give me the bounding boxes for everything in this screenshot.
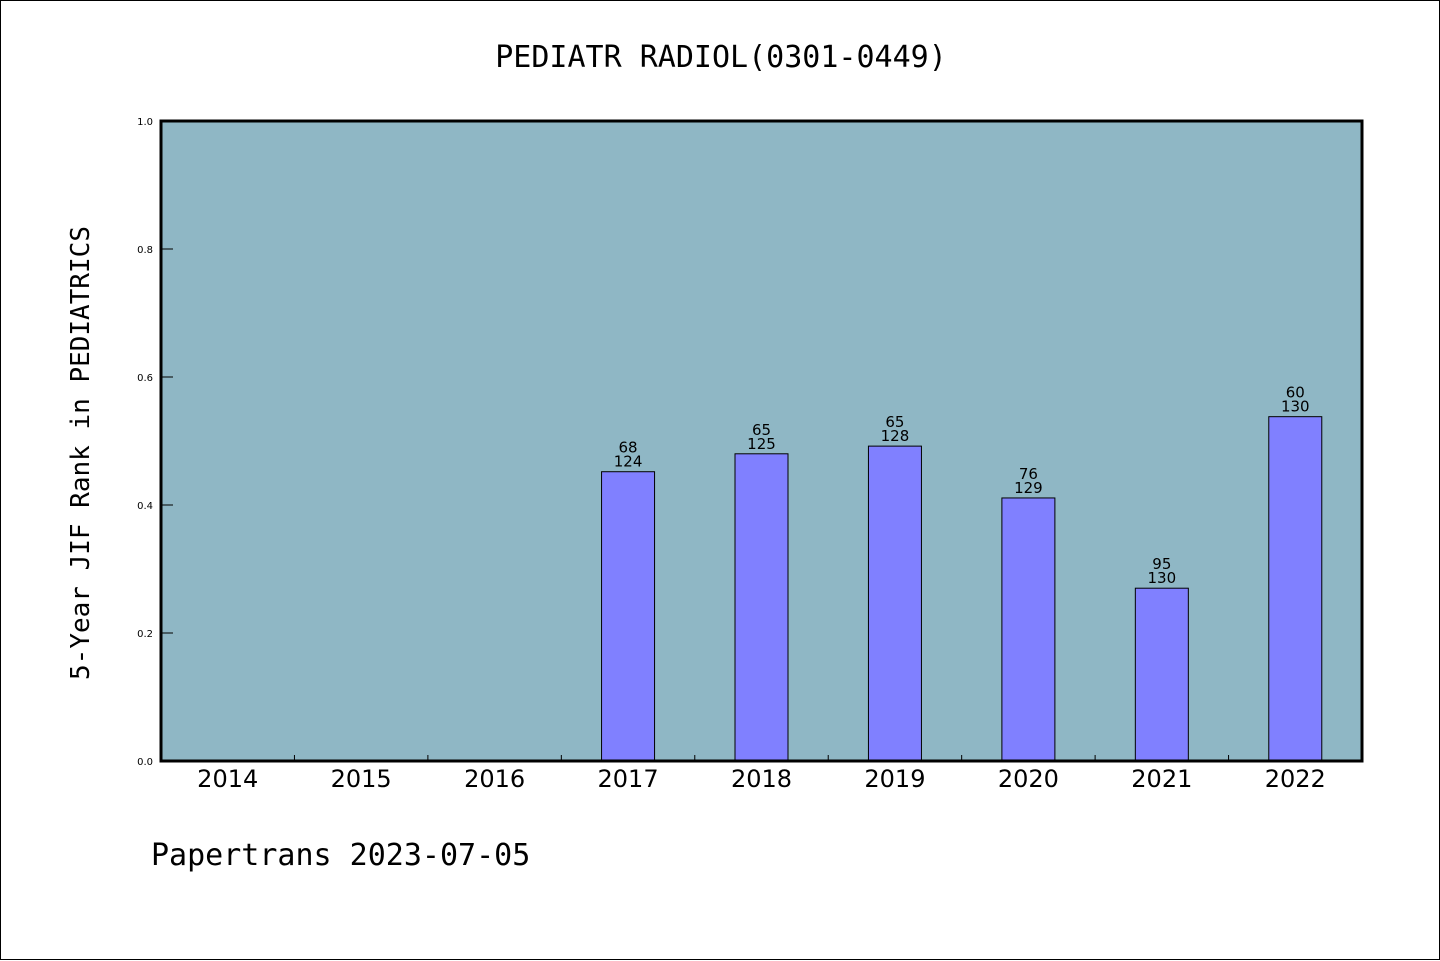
y-tick-label: 0.0 bbox=[137, 757, 153, 768]
plot-border bbox=[159, 119, 1364, 763]
x-tick-label: 2015 bbox=[331, 765, 392, 793]
footer-credit: Papertrans 2023-07-05 bbox=[151, 838, 530, 873]
bar-label-rank: 76 bbox=[1019, 465, 1038, 483]
y-axis-label: 5-Year JIF Rank in PEDIATRICS bbox=[66, 226, 96, 680]
bar-label-total: 128 bbox=[881, 427, 910, 445]
x-tick-label: 2022 bbox=[1265, 765, 1326, 793]
bar-label-rank: 68 bbox=[619, 439, 638, 457]
x-tick-label: 2021 bbox=[1131, 765, 1192, 793]
bar-label-total: 125 bbox=[747, 435, 776, 453]
x-tick-label: 2019 bbox=[864, 765, 925, 793]
bar-label-total: 124 bbox=[614, 453, 643, 471]
bar-label-rank: 60 bbox=[1286, 384, 1305, 402]
y-tick-label: 1.0 bbox=[137, 117, 153, 128]
bar bbox=[734, 453, 789, 762]
bar bbox=[1134, 587, 1189, 762]
ticks-group: 0.0 0.2 0.4 0.6 0.8 1.0 2014 2015 2016 2017 2018 20… bbox=[137, 117, 1326, 793]
y-tick-label: 0.2 bbox=[137, 629, 153, 640]
bar-label-total: 130 bbox=[1281, 398, 1310, 416]
bar-label-total: 130 bbox=[1148, 569, 1177, 587]
bar bbox=[1001, 497, 1056, 762]
bar bbox=[867, 445, 922, 762]
x-tick-label: 2016 bbox=[464, 765, 525, 793]
x-tick-label: 2014 bbox=[197, 765, 258, 793]
y-tick-label: 0.4 bbox=[137, 501, 153, 512]
x-tick-label: 2020 bbox=[998, 765, 1059, 793]
bar-label-rank: 95 bbox=[1152, 555, 1171, 573]
bar-label-rank: 65 bbox=[885, 413, 904, 431]
x-tick-label: 2018 bbox=[731, 765, 792, 793]
y-tick-label: 0.6 bbox=[137, 373, 153, 384]
bar bbox=[1268, 416, 1323, 762]
bar bbox=[601, 471, 656, 762]
chart-title: PEDIATR RADIOL(0301-0449) bbox=[495, 40, 947, 75]
bar-label-total: 129 bbox=[1014, 479, 1043, 497]
y-tick-label: 0.8 bbox=[137, 245, 153, 256]
x-tick-label: 2017 bbox=[598, 765, 659, 793]
bar-label-rank: 65 bbox=[752, 421, 771, 439]
